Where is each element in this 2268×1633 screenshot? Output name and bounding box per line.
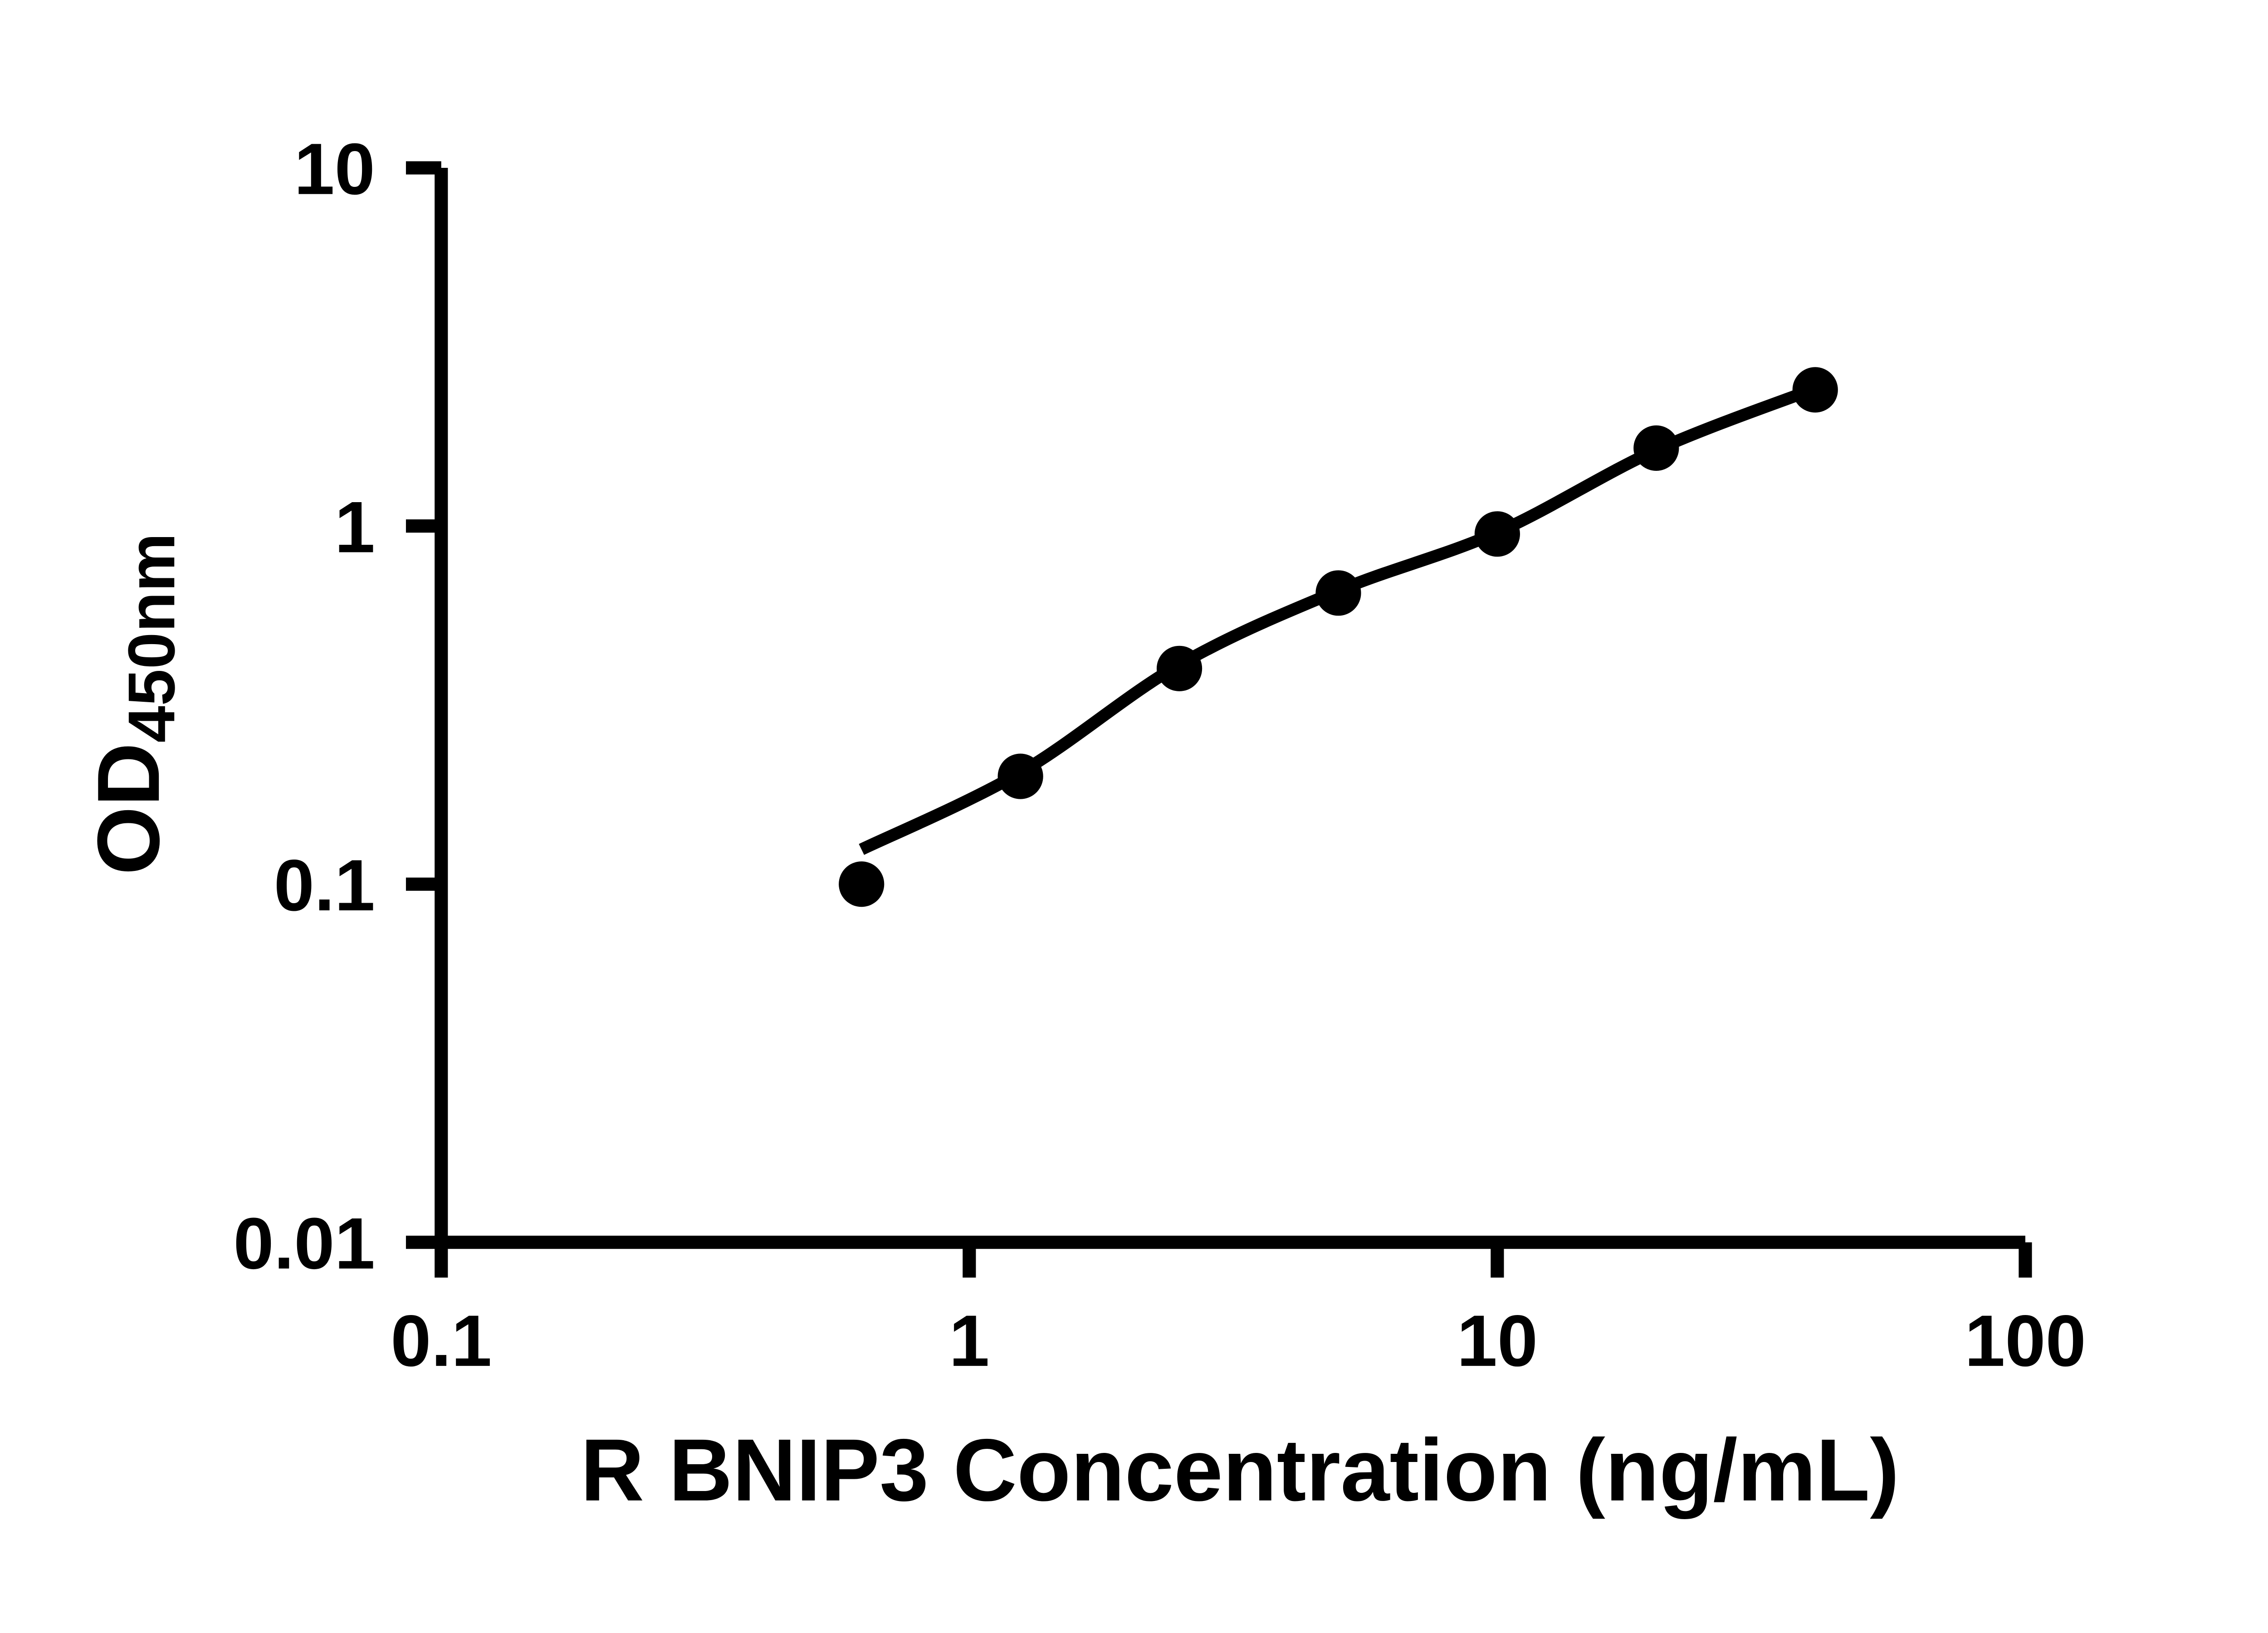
x-tick-label: 10: [1457, 1301, 1538, 1382]
x-axis-title: R BNIP3 Concentration (ng/mL): [581, 1428, 1899, 1516]
y-axis-title-subscript: 450nm: [117, 533, 190, 743]
data-point: [1315, 570, 1361, 616]
y-axis-title-main: OD: [81, 743, 179, 875]
axes: [435, 168, 2025, 1249]
x-tick-label: 0.1: [391, 1301, 492, 1382]
data-point: [1474, 511, 1520, 557]
y-tick-label: 0.1: [274, 845, 375, 926]
figure-stage: 10 1 0.1 0.01 0.1 1 10 100 R BNIP3 Concentratio…: [0, 22, 2268, 1611]
standard-curve-figure: 10 1 0.1 0.01 0.1 1 10 100 R BNIP3 Concentratio…: [0, 22, 2268, 1611]
data-point: [1156, 645, 1202, 691]
y-tick-label: 10: [294, 129, 375, 210]
y-tick-label: 1: [335, 487, 375, 568]
data-point: [1633, 425, 1679, 471]
data-point: [1792, 367, 1838, 413]
data-point: [839, 861, 885, 907]
x-tick-label: 100: [1965, 1301, 2086, 1382]
data-point: [997, 753, 1043, 799]
y-tick-label: 0.01: [233, 1203, 375, 1284]
x-tick-label: 1: [949, 1301, 989, 1382]
y-axis-title: OD450nm: [82, 533, 190, 875]
x-axis-title-text: R BNIP3 Concentration (ng/mL): [580, 1423, 1900, 1521]
